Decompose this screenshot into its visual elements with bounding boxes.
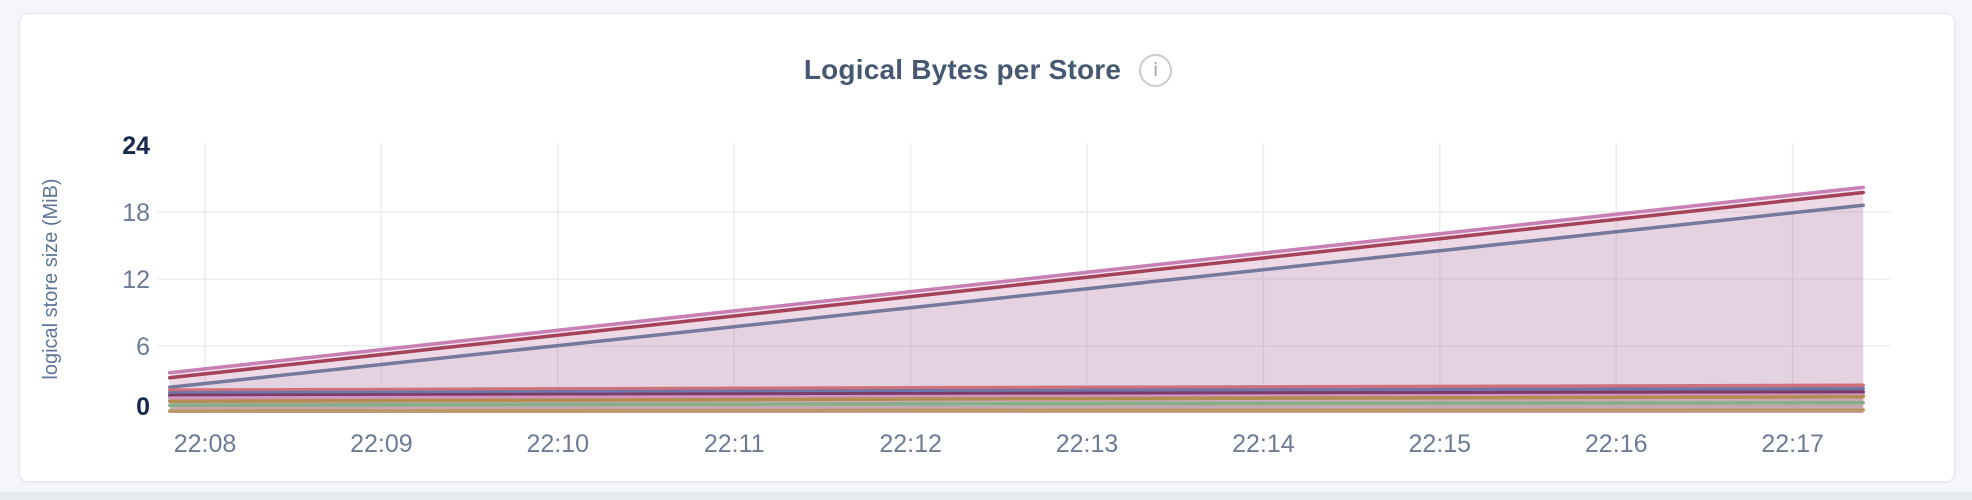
y-tick-label: 0 [136, 393, 150, 421]
x-tick-label: 22:10 [527, 430, 590, 458]
y-axis-title: logical store size (MiB) [40, 178, 62, 379]
next-section-edge [0, 492, 1972, 500]
x-tick-label: 22:12 [879, 430, 942, 458]
x-tick-label: 22:08 [174, 430, 237, 458]
series-line-series-9 [167, 400, 1865, 407]
series-line-series-3 [167, 203, 1865, 390]
x-tick-label: 22:09 [350, 430, 413, 458]
x-tick-label: 22:13 [1056, 430, 1119, 458]
y-tick-label: 12 [122, 266, 150, 294]
series-line-series-2 [167, 190, 1865, 380]
series-area-series-2 [169, 192, 1864, 413]
series-area-series-3 [169, 205, 1864, 413]
info-icon[interactable]: i [1139, 53, 1173, 87]
chart-header: Logical Bytes per Store i [20, 48, 1956, 92]
series-line-series-8 [167, 395, 1865, 404]
series-line-series-6 [167, 390, 1865, 398]
x-tick-label: 22:16 [1585, 430, 1648, 458]
series-line-series-4 [167, 383, 1865, 392]
series-line-series-7 [167, 393, 1865, 400]
series-line-series-10 [167, 408, 1865, 413]
y-tick-label: 24 [122, 132, 150, 160]
y-tick-label: 18 [122, 199, 150, 227]
x-tick-label: 22:14 [1232, 430, 1295, 458]
series-area-series-1 [169, 187, 1864, 413]
y-tick-label: 6 [136, 333, 150, 361]
x-tick-label: 22:15 [1409, 430, 1472, 458]
series-line-series-1 [167, 185, 1865, 375]
chart-title: Logical Bytes per Store [803, 54, 1122, 85]
x-tick-label: 22:11 [704, 430, 765, 458]
x-tick-label: 22:17 [1761, 430, 1824, 458]
series-line-series-5 [167, 386, 1865, 395]
